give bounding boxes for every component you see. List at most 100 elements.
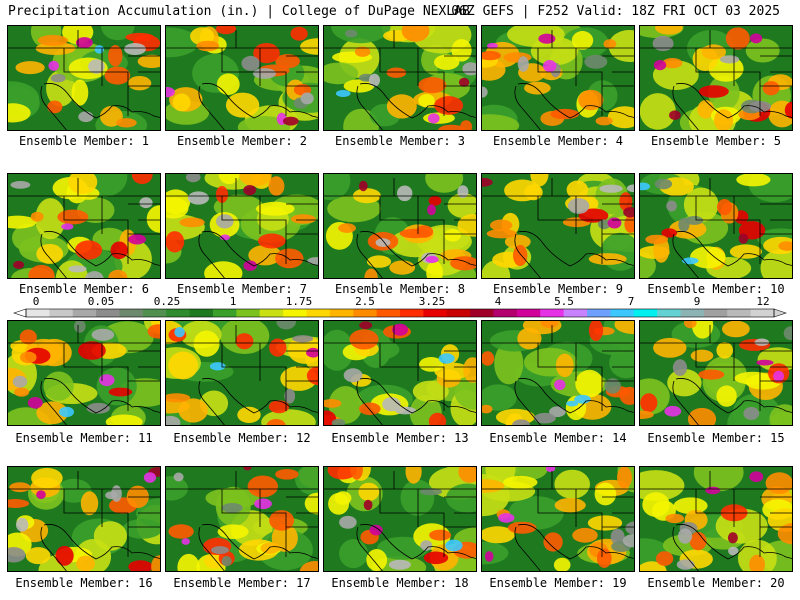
- ensemble-map-panel: [481, 25, 635, 131]
- ensemble-member-label: Ensemble Member: 2: [176, 134, 308, 148]
- precipitation-map: [640, 174, 792, 278]
- ensemble-member-label: Ensemble Member: 19: [489, 576, 627, 590]
- ensemble-member-label: Ensemble Member: 3: [334, 134, 466, 148]
- header-title: Precipitation Accumulation (in.) | Colle…: [8, 4, 470, 19]
- ensemble-member-label: Ensemble Member: 14: [489, 431, 627, 445]
- colorbar-right-arrow: [773, 308, 787, 318]
- ensemble-map-panel: [165, 173, 319, 279]
- colorbar-swatch: [750, 309, 775, 317]
- ensemble-member-label: Ensemble Member: 13: [331, 431, 469, 445]
- precipitation-colorbar: 0 0.05 0.25 1 1.75 2.5 3.25 4 5.5 7 9 12: [0, 295, 800, 320]
- ensemble-member-label: Ensemble Member: 11: [15, 431, 153, 445]
- colorbar-swatch: [470, 309, 495, 317]
- colorbar-tick-label: 1: [229, 295, 237, 308]
- colorbar-swatch: [26, 309, 50, 317]
- colorbar-tick-label: 2.5: [355, 295, 375, 308]
- ensemble-map-panel: [7, 25, 161, 131]
- ensemble-map-panel: [639, 173, 793, 279]
- colorbar-left-arrow: [13, 308, 27, 318]
- ensemble-member-label: Ensemble Member: 17: [173, 576, 311, 590]
- precipitation-map: [482, 174, 634, 278]
- ensemble-map-panel: [7, 466, 161, 572]
- colorbar-swatch: [72, 309, 97, 317]
- header-run-info: 06Z GEFS | F252 Valid: 18Z FRI OCT 03 20…: [451, 4, 780, 19]
- ensemble-map-panel: [639, 25, 793, 131]
- colorbar-swatch: [353, 309, 378, 317]
- ensemble-map-panel: [323, 320, 477, 426]
- ensemble-member-label: Ensemble Member: 9: [492, 282, 624, 296]
- ensemble-map-panel: [323, 466, 477, 572]
- ensemble-map-panel: [7, 320, 161, 426]
- precipitation-map: [8, 467, 160, 571]
- colorbar-swatch: [516, 309, 541, 317]
- colorbar-swatch: [633, 309, 658, 317]
- colorbar-swatch: [493, 309, 518, 317]
- colorbar-tick-label: 3.25: [418, 295, 446, 308]
- ensemble-member-label: Ensemble Member: 18: [331, 576, 469, 590]
- precipitation-map: [640, 467, 792, 571]
- precipitation-map: [166, 321, 318, 425]
- colorbar-swatch: [329, 309, 354, 317]
- precipitation-map: [8, 174, 160, 278]
- precipitation-map: [482, 26, 634, 130]
- colorbar-swatch: [166, 309, 191, 317]
- ensemble-map-panel: [165, 466, 319, 572]
- colorbar-swatch: [610, 309, 635, 317]
- colorbar-tick-label: 0: [32, 295, 40, 308]
- ensemble-map-panel: [481, 320, 635, 426]
- colorbar-swatch: [376, 309, 401, 317]
- ensemble-map-panel: [481, 173, 635, 279]
- precipitation-map: [8, 26, 160, 130]
- precipitation-map: [324, 467, 476, 571]
- precipitation-map: [166, 174, 318, 278]
- ensemble-member-label: Ensemble Member: 8: [334, 282, 466, 296]
- colorbar-swatch: [283, 309, 308, 317]
- ensemble-map-panel: [165, 320, 319, 426]
- precipitation-map: [324, 321, 476, 425]
- precipitation-map: [482, 321, 634, 425]
- colorbar-swatch: [540, 309, 565, 317]
- colorbar-swatch: [587, 309, 611, 317]
- ensemble-member-label: Ensemble Member: 16: [15, 576, 153, 590]
- ensemble-member-label: Ensemble Member: 15: [647, 431, 785, 445]
- colorbar-tick-label: 12: [756, 295, 770, 308]
- colorbar-tick-label: 9: [693, 295, 701, 308]
- ensemble-map-panel: [323, 173, 477, 279]
- ensemble-member-label: Ensemble Member: 4: [492, 134, 624, 148]
- colorbar-swatch: [446, 309, 471, 317]
- precipitation-map: [640, 321, 792, 425]
- colorbar-swatch: [49, 309, 74, 317]
- colorbar-swatch: [703, 309, 728, 317]
- precipitation-map: [640, 26, 792, 130]
- colorbar-swatch: [400, 309, 424, 317]
- ensemble-member-label: Ensemble Member: 6: [18, 282, 150, 296]
- precipitation-map: [166, 26, 318, 130]
- colorbar-tick-label: 1.75: [285, 295, 313, 308]
- ensemble-member-label: Ensemble Member: 7: [176, 282, 308, 296]
- precipitation-map: [324, 174, 476, 278]
- colorbar-tick-label: 4: [494, 295, 502, 308]
- ensemble-member-label: Ensemble Member: 5: [650, 134, 782, 148]
- colorbar-swatch: [657, 309, 682, 317]
- ensemble-map-panel: [639, 320, 793, 426]
- ensemble-member-label: Ensemble Member: 20: [647, 576, 785, 590]
- precipitation-map: [8, 321, 160, 425]
- colorbar-swatches: [13, 308, 787, 318]
- precipitation-map: [166, 467, 318, 571]
- ensemble-member-label: Ensemble Member: 10: [647, 282, 785, 296]
- ensemble-map-panel: [323, 25, 477, 131]
- ensemble-map-panel: [7, 173, 161, 279]
- colorbar-swatch: [259, 309, 284, 317]
- colorbar-swatch: [142, 309, 167, 317]
- ensemble-member-label: Ensemble Member: 1: [18, 134, 150, 148]
- colorbar-swatch: [189, 309, 214, 317]
- ensemble-map-panel: [639, 466, 793, 572]
- colorbar-swatch: [306, 309, 331, 317]
- colorbar-swatch: [96, 309, 121, 317]
- colorbar-tick-label: 0.05: [87, 295, 115, 308]
- colorbar-swatch: [563, 309, 588, 317]
- colorbar-tick-label: 0.25: [153, 295, 181, 308]
- colorbar-swatch: [236, 309, 261, 317]
- colorbar-swatch: [213, 309, 237, 317]
- colorbar-tick-label: 7: [627, 295, 635, 308]
